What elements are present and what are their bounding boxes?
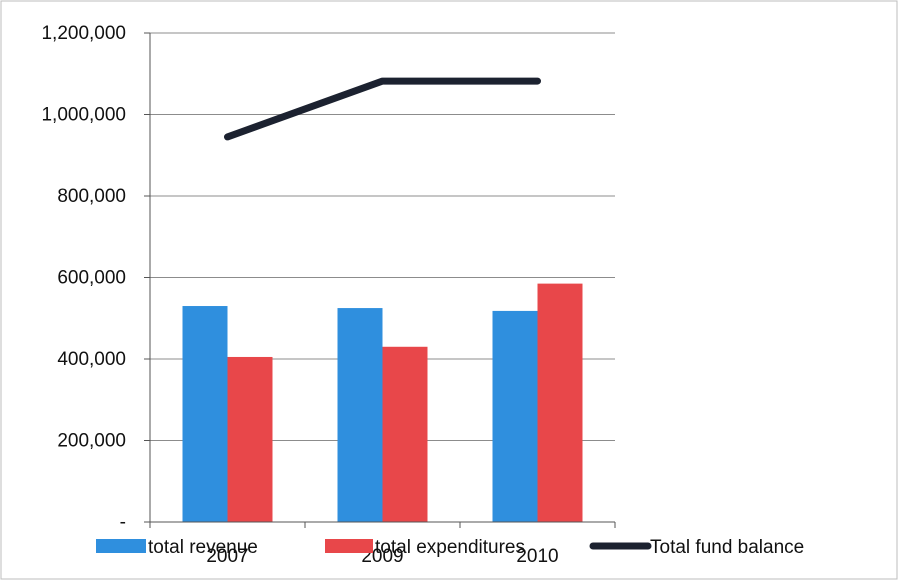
bar-total-revenue-2010: [492, 310, 538, 522]
y-tick-label: 600,000: [57, 268, 126, 289]
legend: total revenue total expenditures Total fun…: [96, 537, 804, 558]
x-tick-label: 2010: [516, 546, 558, 567]
bar-total-revenue-2007: [182, 306, 228, 522]
bar-total-expenditures-2009: [382, 346, 428, 522]
line-series: [224, 77, 541, 141]
y-tick-label: 200,000: [57, 431, 126, 452]
line-Total-fund-balance: [224, 77, 541, 141]
y-axis: - 200,000 400,000 600,000 800,000 1,000,000 1,…: [41, 23, 151, 533]
line-point-2007: [226, 135, 229, 138]
legend-label: total expenditures: [375, 537, 525, 558]
y-tick-label: 1,000,000: [41, 105, 126, 126]
x-tick-label: 2007: [206, 546, 248, 567]
bars: [182, 283, 583, 522]
y-tick-label: -: [120, 512, 126, 533]
y-tick-label: 1,200,000: [41, 23, 126, 44]
legend-swatch: [96, 539, 146, 553]
bar-total-expenditures-2010: [537, 283, 583, 522]
legend-swatch: [325, 539, 373, 553]
legend-label: Total fund balance: [650, 537, 804, 558]
y-tick-label: 800,000: [57, 186, 126, 207]
y-tick-label: 400,000: [57, 349, 126, 370]
bar-total-expenditures-2007: [227, 356, 273, 522]
legend-label: total revenue: [148, 537, 258, 558]
line-point-2010: [536, 80, 539, 83]
line-point-2009: [381, 80, 384, 83]
bar-total-revenue-2009: [337, 308, 383, 522]
